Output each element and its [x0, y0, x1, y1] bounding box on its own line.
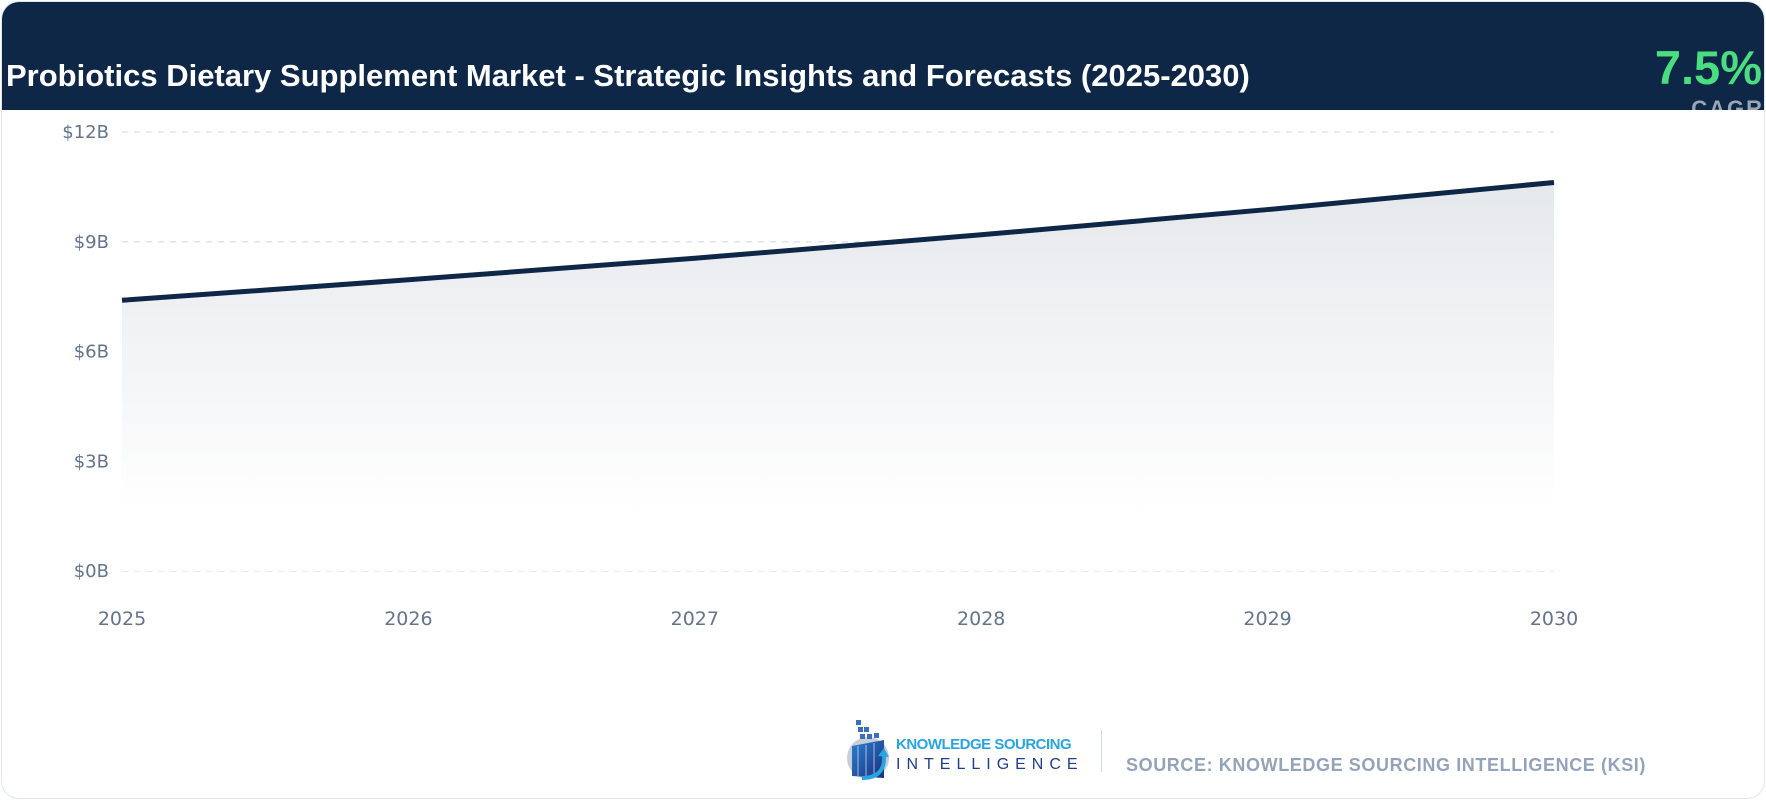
- logo-text-line1: KNOWLEDGE SOURCING: [896, 736, 1072, 753]
- cagr-value: 7.5%: [1654, 41, 1762, 94]
- y-tick-label: $3B: [74, 451, 109, 472]
- footer-divider: [1101, 730, 1102, 772]
- cagr-label: CAGR: [1691, 96, 1764, 110]
- logo-emblem-icon: [847, 720, 889, 780]
- logo-text-line2: INTELLIGENCE: [896, 756, 1084, 773]
- y-tick-label: $0B: [74, 561, 109, 582]
- header-bar: Probiotics Dietary Supplement Market - S…: [2, 2, 1764, 110]
- y-tick-label: $12B: [62, 122, 109, 143]
- ksi-logo: KNOWLEDGE SOURCING INTELLIGENCE: [844, 716, 1084, 782]
- x-tick-label: 2027: [671, 608, 719, 630]
- series-line: [121, 179, 1555, 303]
- y-tick-label: $6B: [74, 342, 109, 363]
- x-tick-label: 2030: [1530, 608, 1578, 630]
- chart-title: Probiotics Dietary Supplement Market - S…: [6, 58, 1250, 93]
- area-fill: [122, 182, 1554, 572]
- x-tick-label: 2025: [98, 608, 146, 630]
- y-tick-label: $9B: [74, 232, 109, 253]
- x-tick-label: 2026: [384, 608, 432, 630]
- x-tick-label: 2029: [1243, 608, 1291, 630]
- x-tick-label: 2028: [957, 608, 1005, 630]
- source-note: SOURCE: KNOWLEDGE SOURCING INTELLIGENCE …: [1126, 755, 1647, 775]
